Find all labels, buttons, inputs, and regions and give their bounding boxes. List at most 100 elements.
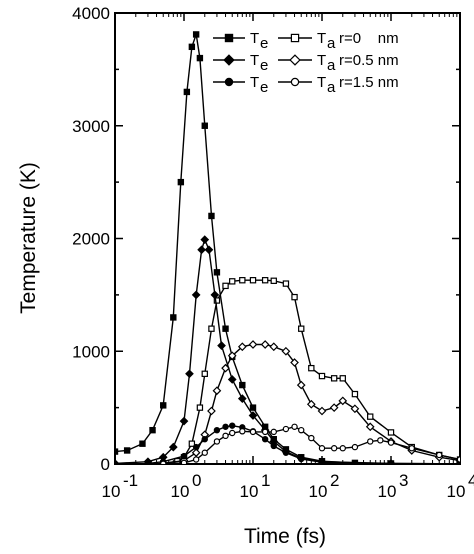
data-point [196, 54, 204, 62]
series-layer [115, 31, 460, 464]
data-point [339, 375, 346, 382]
data-point [308, 434, 315, 442]
data-point [222, 282, 229, 290]
data-point [192, 443, 200, 451]
x-tick-label: 102 [309, 471, 340, 501]
data-point [227, 351, 237, 361]
data-point [377, 437, 384, 444]
data-point [270, 277, 277, 284]
data-point [290, 358, 299, 367]
x-tick-label-exponent: -1 [123, 471, 138, 490]
legend-sub-a: a [327, 57, 336, 74]
data-point [201, 435, 208, 443]
data-point [200, 235, 210, 244]
data-point [239, 428, 246, 435]
data-point [261, 428, 269, 436]
data-point [207, 406, 216, 416]
y-tick-label: 0 [101, 455, 110, 474]
data-point [201, 122, 208, 129]
series-5 [160, 423, 460, 464]
data-point [308, 364, 315, 372]
data-point [351, 390, 359, 398]
data-point [281, 346, 291, 356]
data-point [177, 178, 185, 186]
data-point [387, 439, 395, 446]
data-point [318, 372, 326, 380]
x-tick-label-base: 10 [102, 482, 121, 501]
legend-marker-a [289, 54, 301, 66]
data-point [261, 435, 269, 443]
x-axis-title: Time (fs) [244, 525, 326, 548]
legend-marker-e [224, 33, 234, 43]
y-tick-label: 2000 [72, 230, 110, 249]
legend-marker-e [224, 77, 234, 87]
data-point [204, 245, 214, 255]
data-point [291, 293, 298, 301]
data-point [192, 31, 200, 38]
data-point [249, 428, 257, 436]
legend-label-a: T [317, 30, 326, 47]
data-point [180, 459, 188, 464]
data-point [350, 404, 360, 414]
x-tick-label-base: 10 [309, 482, 328, 501]
data-point [192, 456, 200, 463]
legend-sub-e: e [260, 79, 268, 96]
data-point [208, 325, 215, 332]
data-point [249, 277, 257, 284]
data-point [188, 440, 196, 447]
x-tick-label: 101 [240, 471, 271, 501]
data-point [160, 402, 167, 409]
data-point [123, 447, 131, 454]
data-point [298, 426, 305, 434]
data-point [270, 442, 277, 450]
y-tick-label: 4000 [72, 4, 110, 23]
data-point [436, 451, 443, 459]
data-point [212, 386, 222, 396]
data-point [351, 443, 359, 451]
data-point [329, 403, 339, 412]
data-point [191, 290, 201, 300]
data-point [298, 455, 305, 463]
legend-label-a: T [317, 52, 326, 69]
x-tick-label-base: 10 [171, 482, 190, 501]
x-tick-label-exponent: 2 [330, 471, 339, 490]
data-point [197, 245, 206, 255]
series-3 [158, 340, 460, 464]
data-point [213, 269, 221, 276]
x-tick-label: 103 [378, 471, 409, 501]
legend-caption: r=0 nm [339, 30, 399, 47]
data-point [367, 438, 374, 445]
data-point [330, 445, 338, 452]
data-point [179, 416, 189, 426]
data-point [222, 325, 229, 332]
data-point [260, 340, 270, 349]
data-point [208, 212, 215, 220]
data-point [217, 341, 226, 350]
data-point [248, 340, 258, 349]
data-point [330, 375, 338, 382]
data-point [318, 459, 326, 464]
legend-label-e: T [250, 74, 259, 91]
data-point [188, 43, 196, 51]
data-point [408, 445, 415, 452]
data-point [213, 426, 221, 434]
data-point [269, 342, 279, 352]
data-point [185, 369, 194, 379]
data-point [160, 460, 167, 464]
legend-sub-e: e [260, 35, 268, 52]
data-point [213, 297, 221, 304]
legend-label-e: T [250, 52, 259, 69]
data-point [115, 459, 120, 464]
data-point [139, 440, 146, 447]
data-point [168, 442, 178, 452]
data-point [365, 422, 375, 432]
data-point [183, 88, 191, 96]
data-point [239, 277, 246, 284]
y-tick-label: 1000 [72, 342, 110, 361]
data-point [318, 445, 326, 452]
data-point [282, 425, 290, 433]
data-point [144, 460, 152, 464]
